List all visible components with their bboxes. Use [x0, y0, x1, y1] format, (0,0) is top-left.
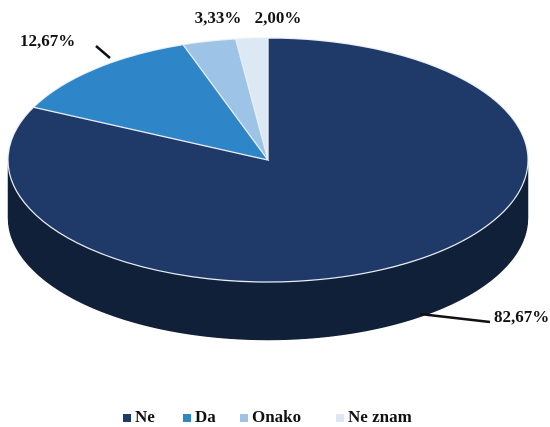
data-label: 2,00%	[255, 8, 302, 27]
legend-swatch	[336, 414, 344, 422]
slice	[234, 37, 269, 161]
legend-label: Da	[195, 407, 216, 426]
legend-swatch	[183, 414, 191, 422]
data-label: 82,67%	[494, 307, 549, 326]
leader-line	[419, 312, 491, 324]
legend-label: Ne	[135, 407, 155, 426]
leader-line	[95, 45, 111, 59]
data-label: 3,33%	[195, 8, 242, 27]
legend-label: Onako	[252, 407, 301, 426]
slice	[32, 44, 270, 161]
legend-swatch	[123, 414, 131, 422]
data-label: 12,67%	[20, 31, 75, 50]
legend-swatch	[240, 414, 248, 422]
legend-label: Ne znam	[348, 407, 412, 426]
